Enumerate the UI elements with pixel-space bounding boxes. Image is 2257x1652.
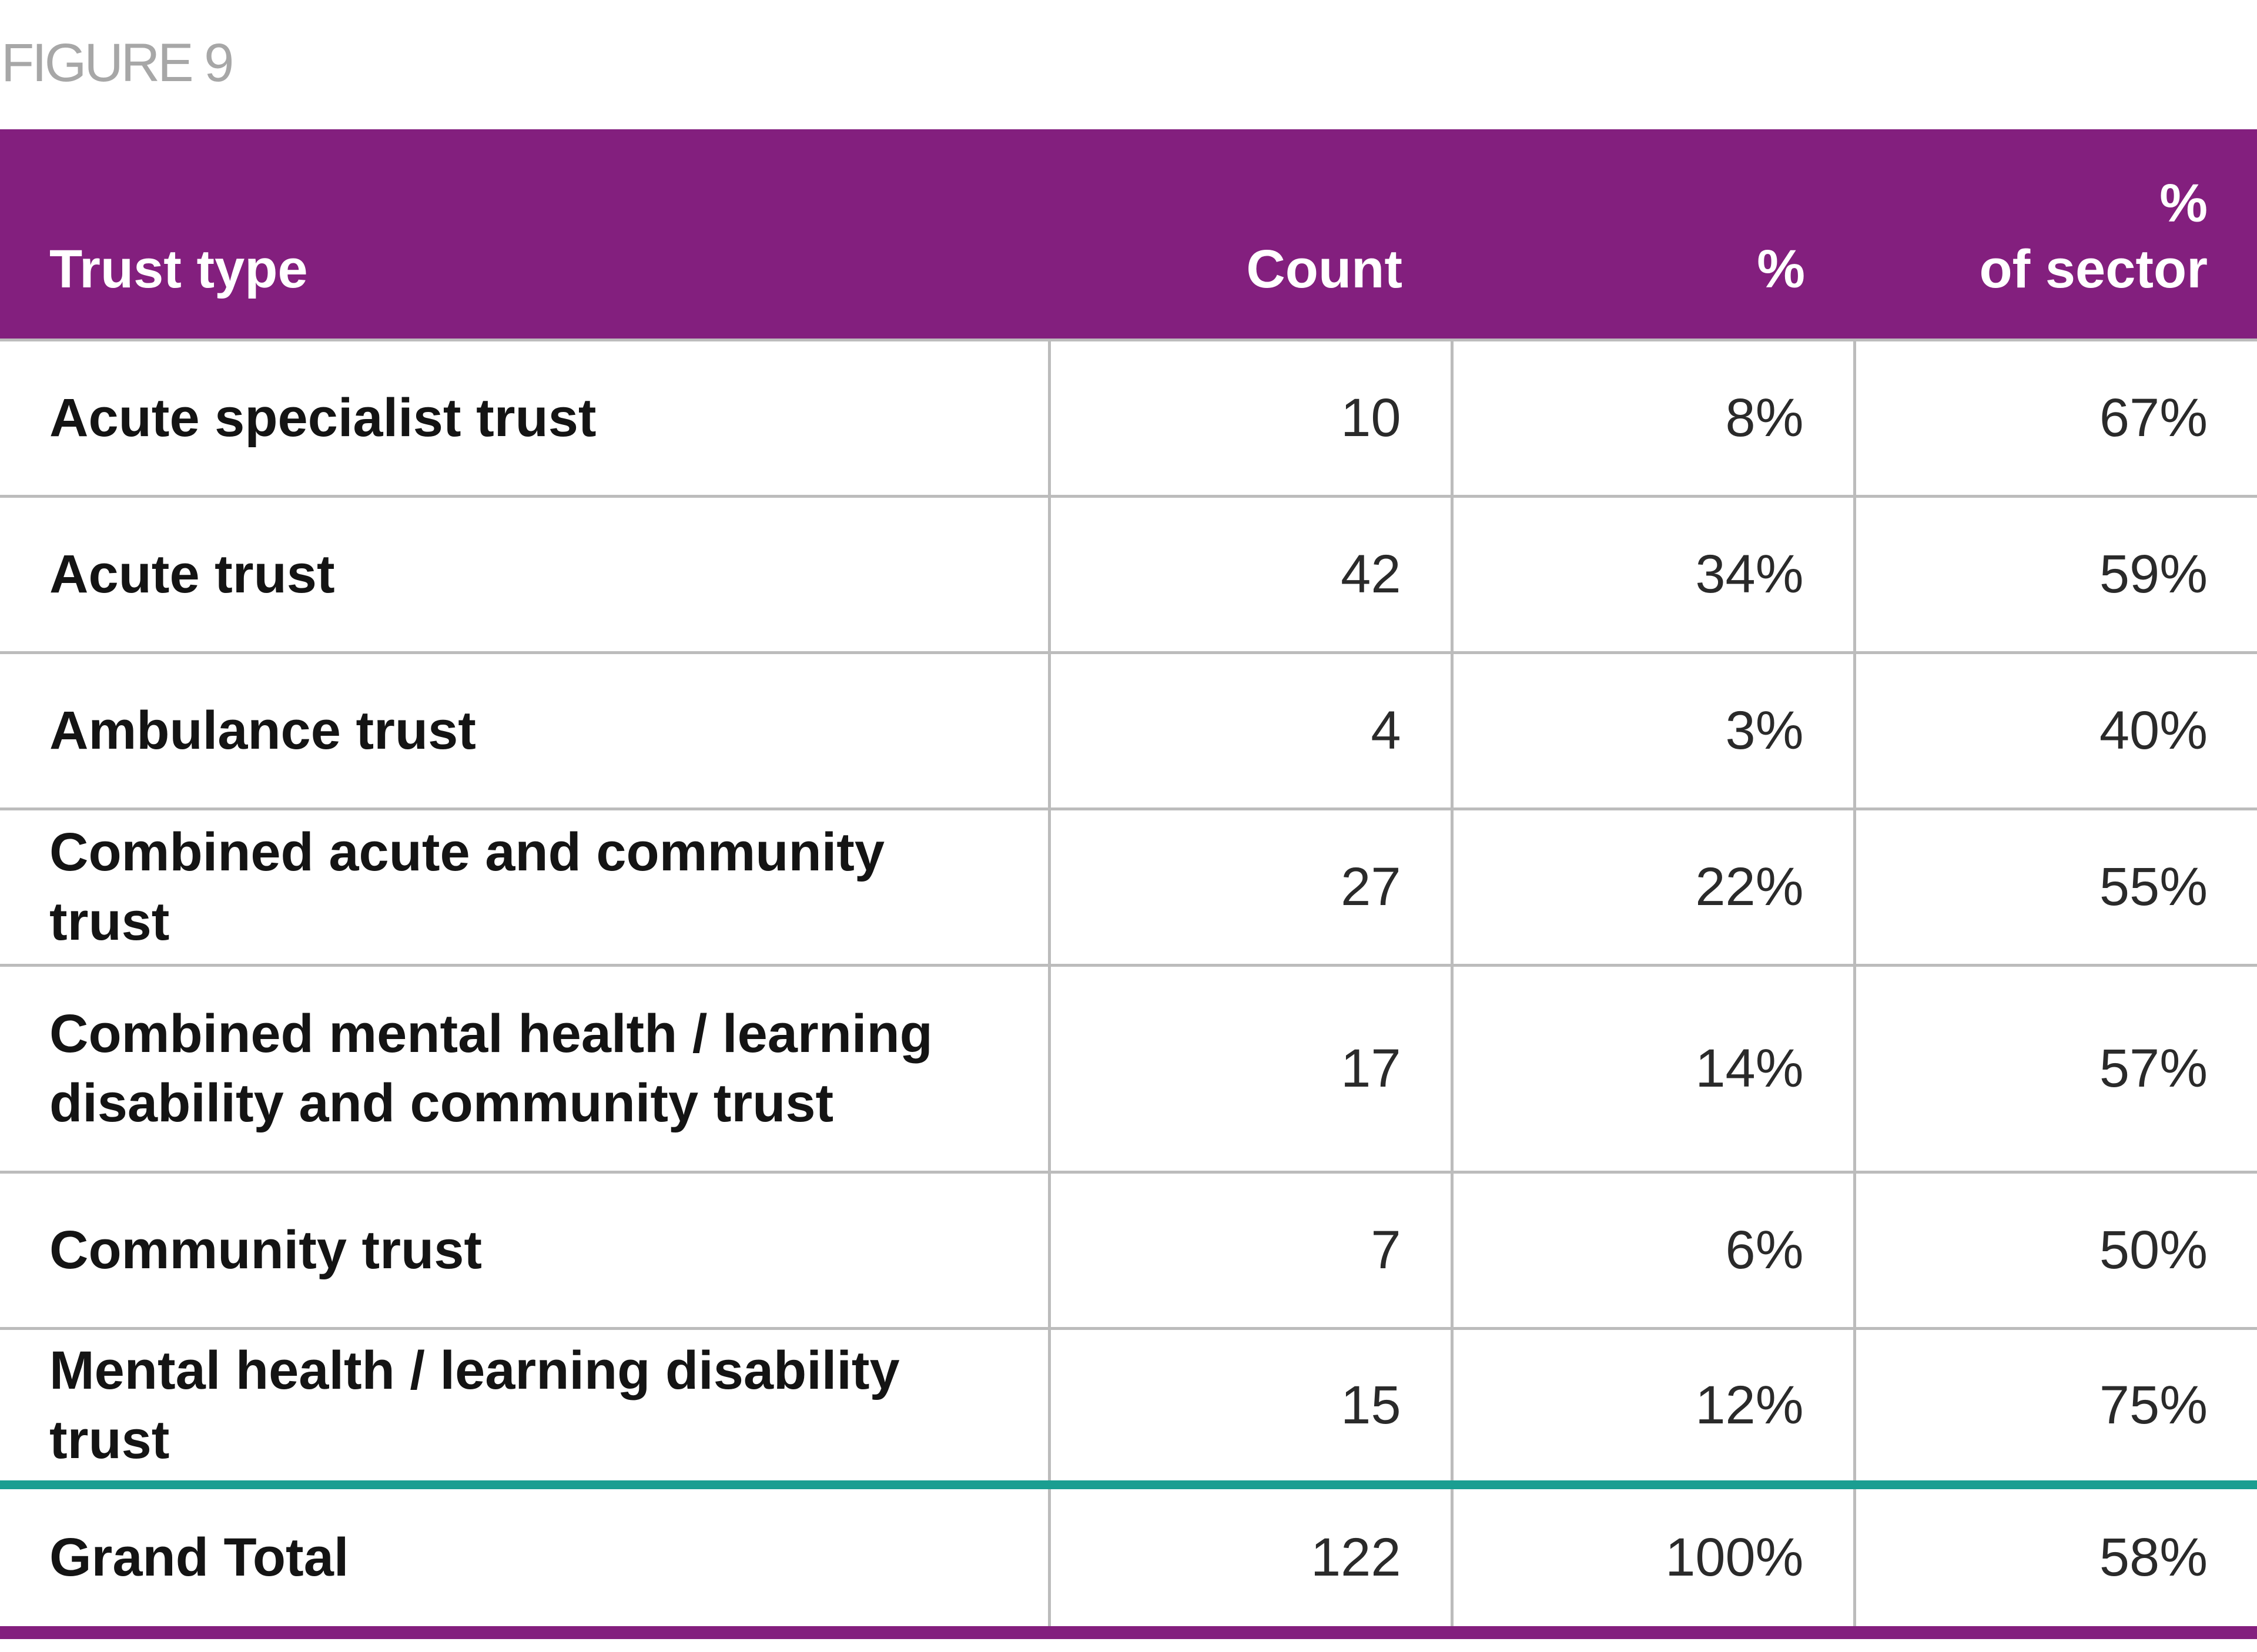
count-cell: 7: [1047, 1172, 1452, 1330]
percent-cell: 12%: [1450, 1328, 1854, 1489]
count-cell: 10: [1047, 340, 1452, 498]
header-percent-of-sector-line2: of sector: [1979, 239, 2208, 299]
percent-cell: 22%: [1450, 809, 1854, 967]
percent-of-sector-cell: 57%: [1853, 965, 2257, 1174]
percent-cell: 34%: [1450, 496, 1854, 654]
header-percent-of-sector: % of sector: [1854, 129, 2257, 341]
trust-type-cell: Acute specialist trust: [0, 340, 1049, 498]
grand-total-label: Grand Total: [0, 1485, 1049, 1639]
percent-cell: 6%: [1450, 1172, 1854, 1330]
count-cell: 17: [1047, 965, 1452, 1174]
trust-type-cell: Ambulance trust: [0, 652, 1049, 810]
trust-type-cell: Community trust: [0, 1172, 1049, 1330]
trust-type-cell: Acute trust: [0, 496, 1049, 654]
table-header-row: Trust type Count % % of sector: [0, 129, 2257, 341]
figure-label: FIGURE 9: [1, 33, 234, 93]
trust-type-cell: Combined mental health / learning disabi…: [0, 965, 1049, 1174]
percent-of-sector-cell: 75%: [1853, 1328, 2257, 1489]
percent-of-sector-cell: 50%: [1853, 1172, 2257, 1330]
header-count: Count: [1049, 129, 1452, 341]
trust-type-cell: Mental health / learning disability trus…: [0, 1328, 1049, 1489]
grand-total-count: 122: [1047, 1485, 1452, 1639]
trust-type-table: Trust type Count % % of sector Acute spe…: [0, 129, 2257, 1639]
trust-type-line1: Combined mental health / learning: [49, 1004, 933, 1064]
table-row: Ambulance trust 4 3% 40%: [0, 652, 2257, 810]
grand-total-row: Grand Total 122 100% 58%: [0, 1485, 2257, 1639]
percent-cell: 8%: [1450, 340, 1854, 498]
percent-of-sector-cell: 40%: [1853, 652, 2257, 810]
table-row: Acute specialist trust 10 8% 67%: [0, 340, 2257, 498]
header-percent: %: [1452, 129, 1854, 341]
percent-of-sector-cell: 55%: [1853, 809, 2257, 967]
header-percent-of-sector-line1: %: [2159, 173, 2208, 233]
table-row: Community trust 7 6% 50%: [0, 1172, 2257, 1330]
header-trust-type: Trust type: [0, 129, 1049, 341]
count-cell: 4: [1047, 652, 1452, 810]
count-cell: 27: [1047, 809, 1452, 967]
grand-total-percent: 100%: [1450, 1485, 1854, 1639]
percent-of-sector-cell: 67%: [1853, 340, 2257, 498]
trust-type-line2: disability and community trust: [49, 1073, 834, 1133]
percent-cell: 14%: [1450, 965, 1854, 1174]
percent-cell: 3%: [1450, 652, 1854, 810]
grand-total-percent-of-sector: 58%: [1853, 1485, 2257, 1639]
table-row: Mental health / learning disability trus…: [0, 1328, 2257, 1489]
percent-of-sector-cell: 59%: [1853, 496, 2257, 654]
count-cell: 42: [1047, 496, 1452, 654]
count-cell: 15: [1047, 1328, 1452, 1489]
table-row: Acute trust 42 34% 59%: [0, 496, 2257, 654]
table-row: Combined acute and community trust 27 22…: [0, 809, 2257, 967]
trust-type-cell: Combined acute and community trust: [0, 809, 1049, 967]
table-row: Combined mental health / learning disabi…: [0, 965, 2257, 1174]
